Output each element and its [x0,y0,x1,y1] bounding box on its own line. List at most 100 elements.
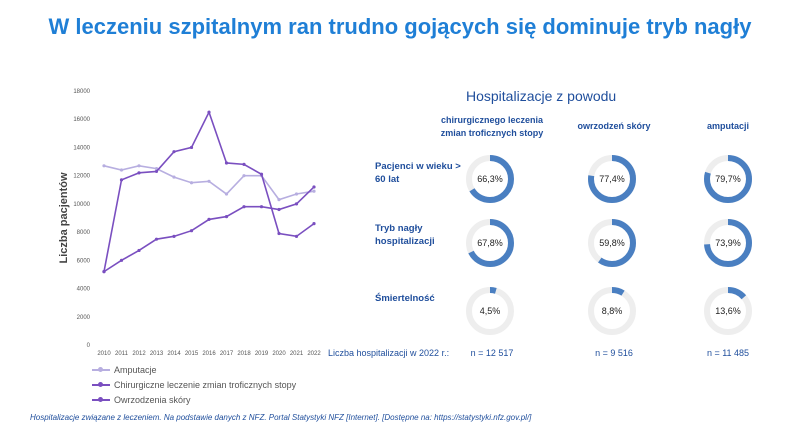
series-line-2 [103,186,315,273]
donut-chart: 79,7% [703,154,753,204]
count-owrzodzenia: n = 9 516 [595,348,633,358]
count-chirurgiczne: n = 12 517 [470,348,514,358]
footnote: Hospitalizacje związane z leczeniem. Na … [30,413,532,422]
donut-value-label: 59,8% [599,238,625,248]
donut-value-arc [704,287,752,335]
data-point [224,214,229,219]
donut-ring [588,287,636,335]
y-tick-label: 8000 [77,230,91,236]
legend-label: Chirurgiczne leczenie zmian troficznych … [114,379,297,390]
data-point [172,150,176,154]
legend-item-owrzodzenia: Owrzodzenia skóry [92,392,296,407]
data-point [312,222,316,226]
x-tick-label: 2022 [307,351,321,357]
donut-value-arc [588,155,636,203]
donut-chart: 59,8% [587,218,637,268]
data-point [277,231,281,236]
x-tick-label: 2020 [272,351,286,357]
data-point [137,171,141,175]
x-tick-label: 2015 [185,351,199,357]
data-point [207,110,211,114]
data-point [224,192,229,196]
y-tick-label: 12000 [73,174,90,180]
donut-value-arc [704,219,752,267]
data-point [172,234,176,238]
data-point [259,205,264,209]
donut-chart: 13,6% [703,286,753,336]
legend-label: Amputacje [114,364,157,375]
y-tick-label: 14000 [73,145,90,151]
donut-chart: 8,8% [587,286,637,336]
data-point [189,229,194,233]
legend-swatch [92,366,110,372]
donut-value-arc [588,219,636,267]
data-point [102,164,106,168]
data-point [242,205,246,209]
data-point [154,237,159,241]
column-header-owrzodzenia: owrzodzeń skóry [577,121,651,131]
y-tick-label: 0 [87,343,91,349]
legend-item-chirurgiczne: Chirurgiczne leczenie zmian troficznych … [92,377,296,392]
column-header-amputacje: amputacji [706,121,749,131]
data-point [119,178,124,182]
row-label-age: Pacjenci w wieku > 60 lat [375,161,461,185]
data-point [294,202,299,206]
donut-value-label: 4,5% [479,306,501,316]
count-label: Liczba hospitalizacji w 2022 r.: [328,348,450,358]
data-point [294,234,299,238]
y-tick-label: 4000 [77,287,91,293]
legend-item-amputacje: Amputacje [92,362,296,377]
data-point [172,175,176,179]
data-point [154,169,159,174]
y-axis-label: Liczba pacjentów [58,172,70,264]
data-point [119,168,124,172]
donut-ring [704,155,752,203]
x-tick-label: 2013 [150,351,164,357]
donut-value-label: 67,8% [477,238,503,248]
data-point [294,192,299,196]
x-tick-label: 2017 [220,351,234,357]
data-point [277,198,281,202]
x-tick-label: 2010 [97,351,111,357]
donut-ring [588,155,636,203]
column-header-chirurgiczne: chirurgicznego leczenia zmian troficznyc… [440,115,544,138]
donut-value-arc [466,155,514,203]
donut-ring [466,155,514,203]
donut-chart: 67,8% [465,218,515,268]
donut-value-label: 13,6% [715,306,741,316]
panel-title: Hospitalizacje z powodu [466,88,617,104]
data-point [137,164,141,168]
chart-legend: Amputacje Chirurgiczne leczenie zmian tr… [92,362,296,407]
donut-ring [704,287,752,335]
series-line-1 [103,110,315,272]
data-point [242,162,246,166]
data-point [224,161,229,165]
x-tick-label: 2018 [237,351,251,357]
data-point [259,172,264,176]
count-amputacje: n = 11 485 [706,348,750,358]
y-tick-label: 10000 [73,202,90,208]
donut-value-arc [466,287,514,335]
data-point [312,189,316,193]
y-tick-label: 16000 [73,117,90,123]
donut-chart: 66,3% [465,154,515,204]
donut-chart: 77,4% [587,154,637,204]
row-label-emergency: Tryb nagły hospitalizacji [375,223,435,247]
x-tick-label: 2019 [255,351,269,357]
y-tick-label: 18000 [73,89,90,95]
x-tick-label: 2012 [132,351,146,357]
data-point [312,185,316,189]
data-point [277,207,281,212]
donut-ring [466,219,514,267]
donut-value-label: 66,3% [477,174,503,184]
data-point [189,181,194,185]
row-label-mortality: Śmiertelność [375,293,435,304]
donut-value-label: 8,8% [601,306,623,316]
x-tick-label: 2016 [202,351,216,357]
legend-swatch [92,396,110,402]
legend-swatch [92,381,110,387]
donut-value-arc [466,219,514,267]
x-tick-label: 2011 [115,351,129,357]
data-point [189,145,194,150]
